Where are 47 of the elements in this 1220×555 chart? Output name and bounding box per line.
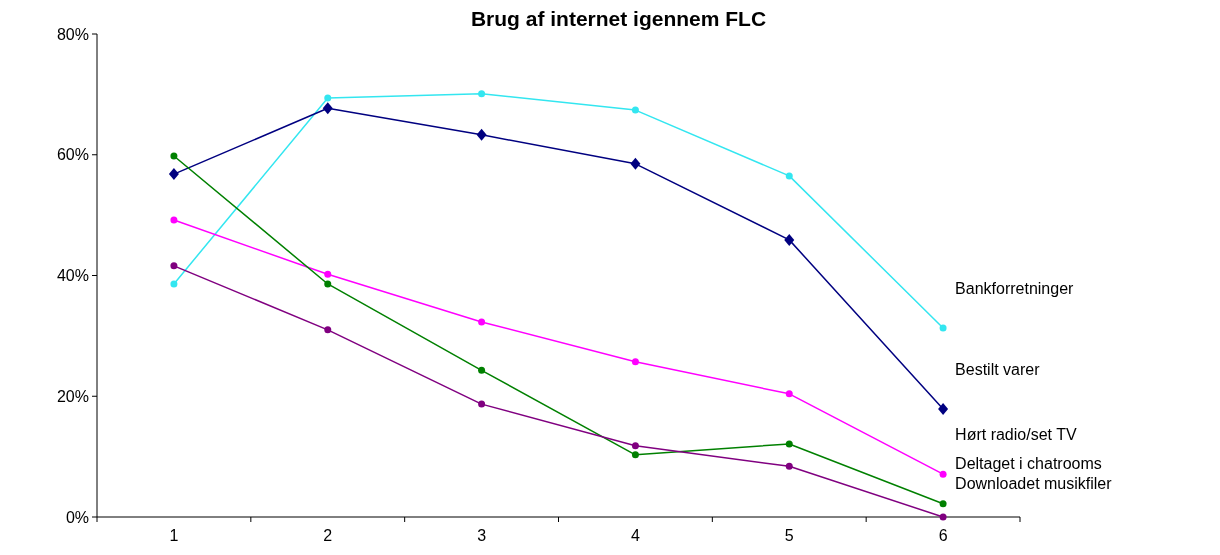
x-tick-label: 2: [323, 527, 333, 544]
point: [631, 451, 639, 459]
point: [476, 128, 487, 141]
point: [939, 513, 947, 521]
point: [630, 157, 641, 170]
point: [324, 270, 332, 278]
point: [478, 318, 486, 326]
point: [631, 106, 639, 114]
x-tick-label: 3: [477, 527, 487, 544]
point: [478, 90, 486, 98]
y-tick-label: 60%: [56, 146, 89, 164]
point: [478, 366, 486, 374]
point: [478, 400, 486, 408]
y-tick-label: 20%: [56, 387, 89, 405]
series-label: Deltaget i chatrooms: [955, 455, 1102, 473]
point: [324, 280, 332, 288]
point: [170, 280, 178, 288]
point: [170, 262, 178, 270]
chart-title: Brug af internet igennem FLC: [470, 7, 767, 30]
point: [324, 94, 332, 102]
point: [785, 462, 793, 470]
x-tick-label: 4: [630, 527, 640, 544]
point: [938, 402, 949, 415]
x-tick-label: 1: [169, 527, 179, 544]
point: [631, 358, 639, 366]
x-tick-label: 6: [938, 527, 948, 544]
point: [631, 442, 639, 450]
point: [939, 324, 947, 332]
point: [785, 172, 793, 180]
series-label: Bestilt varer: [955, 360, 1041, 378]
point: [322, 102, 333, 115]
y-tick-label: 80%: [56, 25, 89, 43]
y-tick-label: 40%: [56, 267, 89, 285]
point: [939, 500, 947, 508]
x-tick-label: 5: [784, 527, 794, 544]
point: [170, 216, 178, 224]
point: [170, 152, 178, 160]
point: [784, 233, 795, 246]
point: [785, 390, 793, 398]
series-label: Bankforretninger: [955, 279, 1075, 297]
y-tick-label: 0%: [65, 508, 89, 526]
series-label: Downloadet musikfiler: [955, 475, 1113, 493]
point: [168, 168, 179, 181]
point: [324, 326, 332, 334]
point: [785, 440, 793, 448]
point: [939, 470, 947, 478]
series-label: Hørt radio/set TV: [955, 425, 1077, 443]
